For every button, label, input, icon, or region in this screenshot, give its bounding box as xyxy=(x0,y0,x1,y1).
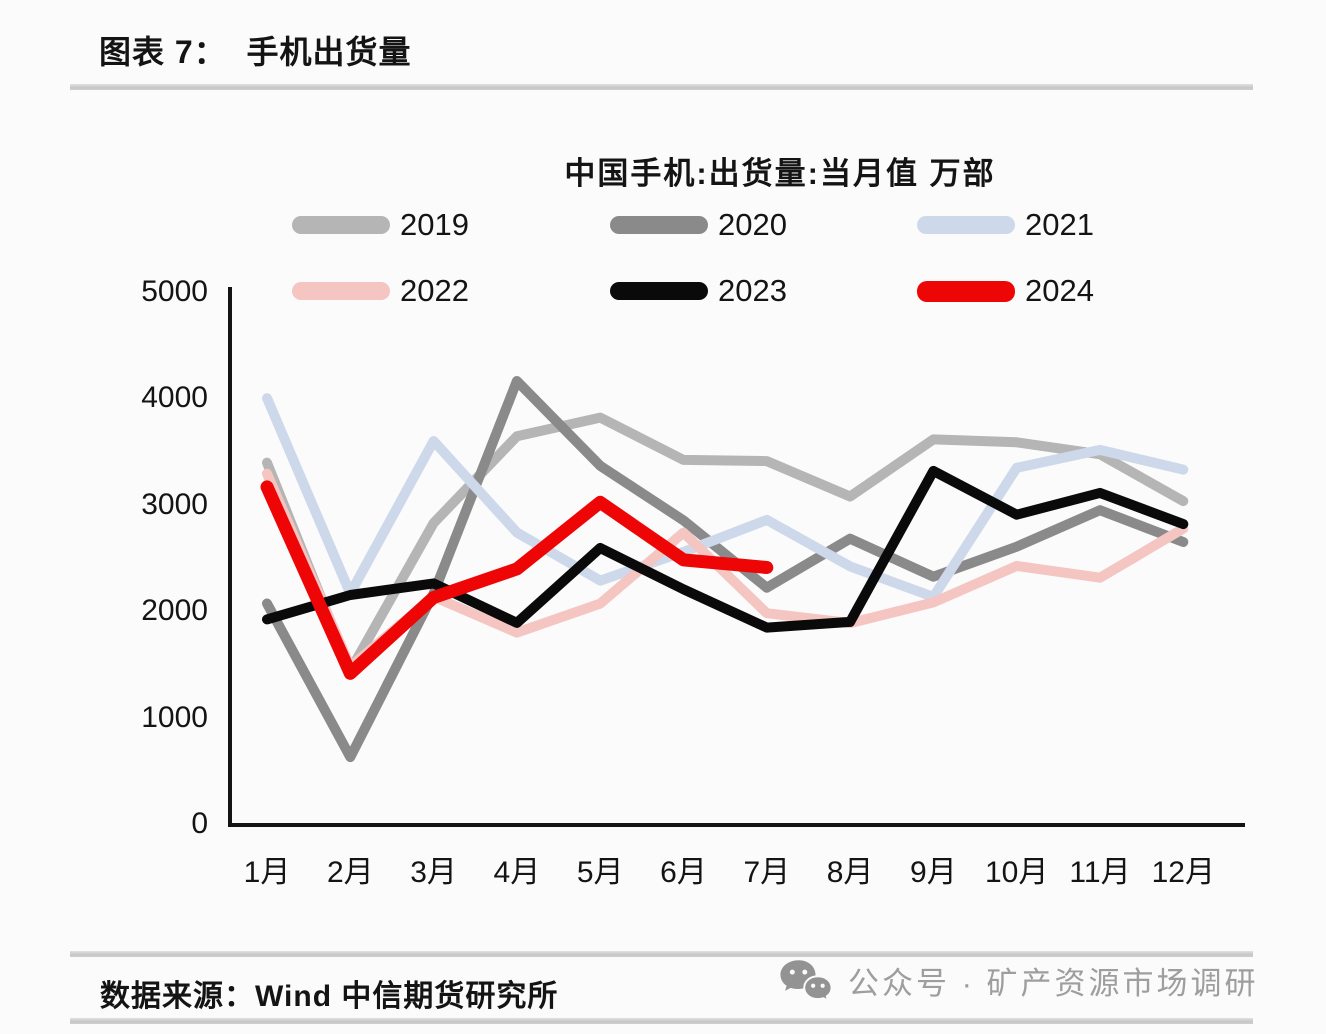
figure-title: 图表 7： 手机出货量 xyxy=(99,34,412,70)
legend-label-2024: 2024 xyxy=(1025,273,1094,308)
x-tick-6: 6月 xyxy=(660,856,707,889)
x-tick-9: 9月 xyxy=(910,856,957,889)
legend-swatch-2019 xyxy=(292,216,390,234)
x-tick-11: 11月 xyxy=(1069,856,1131,889)
wechat-watermark: 公众号 · 矿产资源市场调研 xyxy=(778,958,1259,1003)
legend-swatch-2024 xyxy=(917,280,1015,302)
bottom-divider xyxy=(70,1018,1253,1024)
y-tick-4000: 4000 xyxy=(141,381,208,415)
legend-label-2022: 2022 xyxy=(400,273,469,308)
legend-label-2021: 2021 xyxy=(1025,207,1094,242)
legend-item-2023: 2023 xyxy=(610,272,787,310)
legend-item-2021: 2021 xyxy=(917,206,1094,244)
legend-item-2024: 2024 xyxy=(917,272,1094,310)
watermark-text: 公众号 · 矿产资源市场调研 xyxy=(848,966,1259,1001)
legend-item-2019: 2019 xyxy=(292,206,469,244)
x-tick-12: 12月 xyxy=(1151,856,1215,889)
y-tick-0: 0 xyxy=(191,807,208,840)
data-source: 数据来源：Wind 中信期货研究所 xyxy=(100,980,559,1013)
legend-swatch-2020 xyxy=(610,216,708,234)
series-line-2019 xyxy=(262,412,1189,676)
legend-label-2023: 2023 xyxy=(718,273,787,308)
y-tick-5000: 5000 xyxy=(141,275,208,308)
series-line-2024 xyxy=(260,480,774,680)
x-tick-7: 7月 xyxy=(743,856,791,889)
legend-label-2019: 2019 xyxy=(400,207,469,242)
legend-swatch-2023 xyxy=(610,282,708,300)
y-tick-2000: 2000 xyxy=(141,594,208,628)
x-tick-3: 3月 xyxy=(410,856,457,889)
chart-title: 中国手机:出货量:当月值 万部 xyxy=(564,156,996,191)
y-tick-3000: 3000 xyxy=(141,487,208,521)
x-tick-8: 8月 xyxy=(826,856,874,889)
legend-item-2020: 2020 xyxy=(610,206,787,244)
axes xyxy=(228,287,1245,827)
series-line-2023 xyxy=(262,465,1189,633)
series-line-2021 xyxy=(262,393,1189,602)
x-tick-4: 4月 xyxy=(493,856,541,889)
top-divider xyxy=(70,84,1253,90)
legend-item-2022: 2022 xyxy=(292,272,469,310)
legend-swatch-2022 xyxy=(292,282,390,300)
x-tick-10: 10月 xyxy=(985,856,1049,889)
wechat-icon xyxy=(780,959,833,1002)
x-tick-2: 2月 xyxy=(326,856,374,889)
footer-divider xyxy=(70,951,1253,957)
legend-label-2020: 2020 xyxy=(718,207,787,242)
series-line-2020 xyxy=(262,376,1189,763)
x-tick-5: 5月 xyxy=(576,856,624,889)
x-tick-1: 1月 xyxy=(243,856,291,889)
legend-swatch-2021 xyxy=(917,216,1015,234)
y-tick-1000: 1000 xyxy=(141,700,208,734)
